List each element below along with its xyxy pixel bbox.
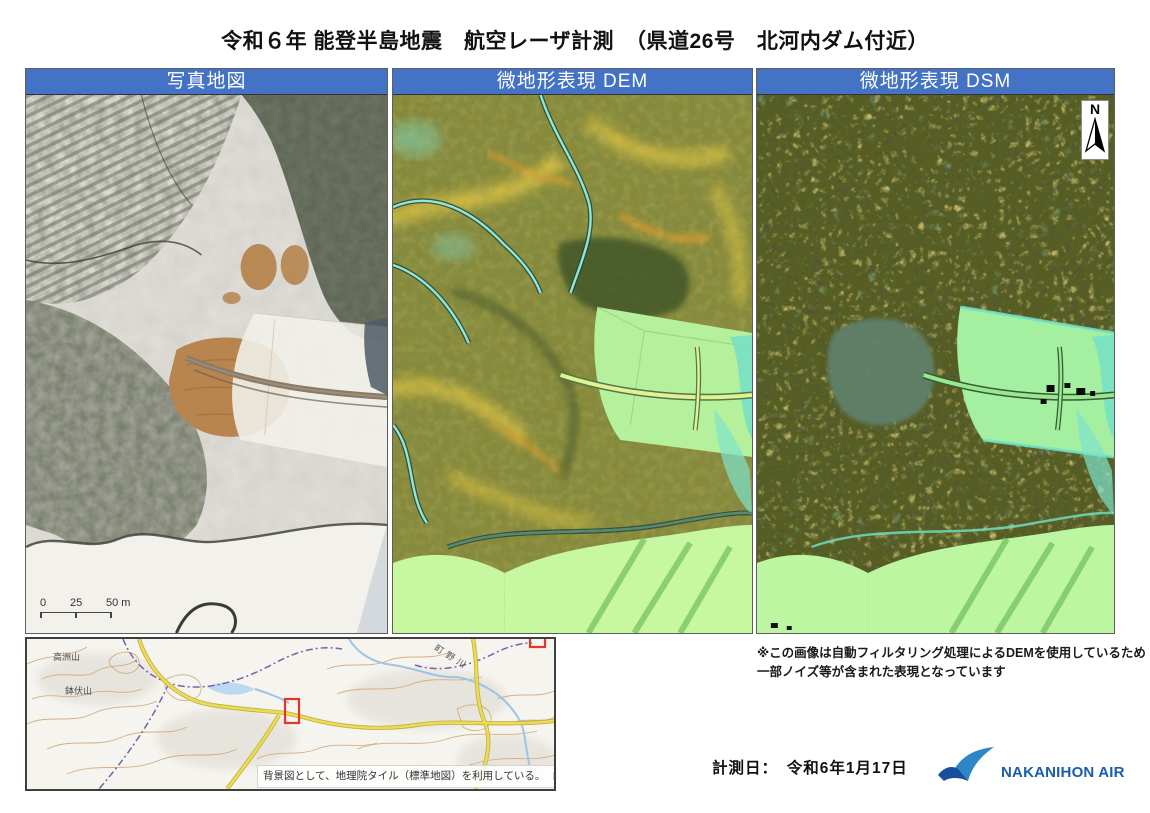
scale-label-50: 50 m	[106, 597, 131, 609]
dsm-note: ※この画像は自動フィルタリング処理によるDEMを使用しているため 一部ノイズ等が…	[757, 644, 1149, 683]
map-label-mountain-hachibuse: 鉢伏山	[65, 686, 93, 696]
photo-map-svg	[26, 95, 387, 633]
locator-map: 高洲山 鉢伏山 町野川 背景図として、地理院タイル（標準地図）を利用している。国…	[25, 637, 556, 791]
site-marker-red-rect	[283, 697, 301, 725]
reservoir-area	[207, 682, 255, 695]
dem-map-image	[393, 95, 752, 633]
boundary-lines	[98, 639, 533, 789]
page-title: 令和６年 能登半島地震 航空レーザ計測 （県道26号 北河内ダム付近）	[221, 30, 929, 53]
site-marker-red-rect-top	[528, 639, 547, 649]
panel-dem-header: 微地形表現 DEM	[393, 69, 752, 95]
panel-dsm-header: 微地形表現 DSM	[757, 69, 1114, 95]
river-lines	[254, 639, 533, 775]
north-arrow-glyph	[1084, 117, 1106, 153]
scale-label-25: 25	[70, 597, 83, 609]
scale-bar-line	[40, 612, 112, 619]
panel-photo: 写真地図	[25, 68, 388, 634]
photo-map-image: 0 25 50 m	[26, 95, 387, 633]
panel-dsm: 微地形表現 DSM	[756, 68, 1115, 634]
dem-map-svg	[393, 95, 752, 633]
locator-map-svg	[27, 639, 554, 789]
map-attribution: 背景図として、地理院タイル（標準地図）を利用している。 国土地理院	[257, 765, 554, 788]
dsm-map-svg	[757, 95, 1114, 633]
dsm-landslide-scar	[827, 318, 935, 426]
measurement-date: 計測日： 令和6年1月17日	[712, 760, 908, 777]
map-label-mountain-takasu: 高洲山	[53, 652, 81, 662]
map-attribution-text: 背景図として、地理院タイル（標準地図）を利用している。	[263, 770, 546, 782]
company-logo: NAKANIHON AIR	[936, 745, 1126, 793]
logo-text: NAKANIHON AIR	[1001, 764, 1125, 781]
dsm-note-line1: ※この画像は自動フィルタリング処理によるDEMを使用しているため	[757, 646, 1146, 660]
north-arrow-icon: N	[1081, 100, 1109, 160]
logo-bird-icon	[938, 747, 994, 781]
scale-bar: 0 25 50 m	[40, 597, 150, 619]
panel-dem: 微地形表現 DEM	[392, 68, 753, 634]
scale-label-0: 0	[40, 597, 47, 609]
panel-photo-header: 写真地図	[26, 69, 387, 95]
dsm-structures	[1040, 383, 1096, 404]
map-attribution-source: 国土地理院	[552, 772, 554, 781]
dsm-map-image: N	[757, 95, 1114, 633]
contour-lines	[27, 646, 554, 775]
north-label: N	[1089, 101, 1101, 117]
dsm-note-line2: 一部ノイズ等が含まれた表現となっています	[757, 665, 1006, 680]
